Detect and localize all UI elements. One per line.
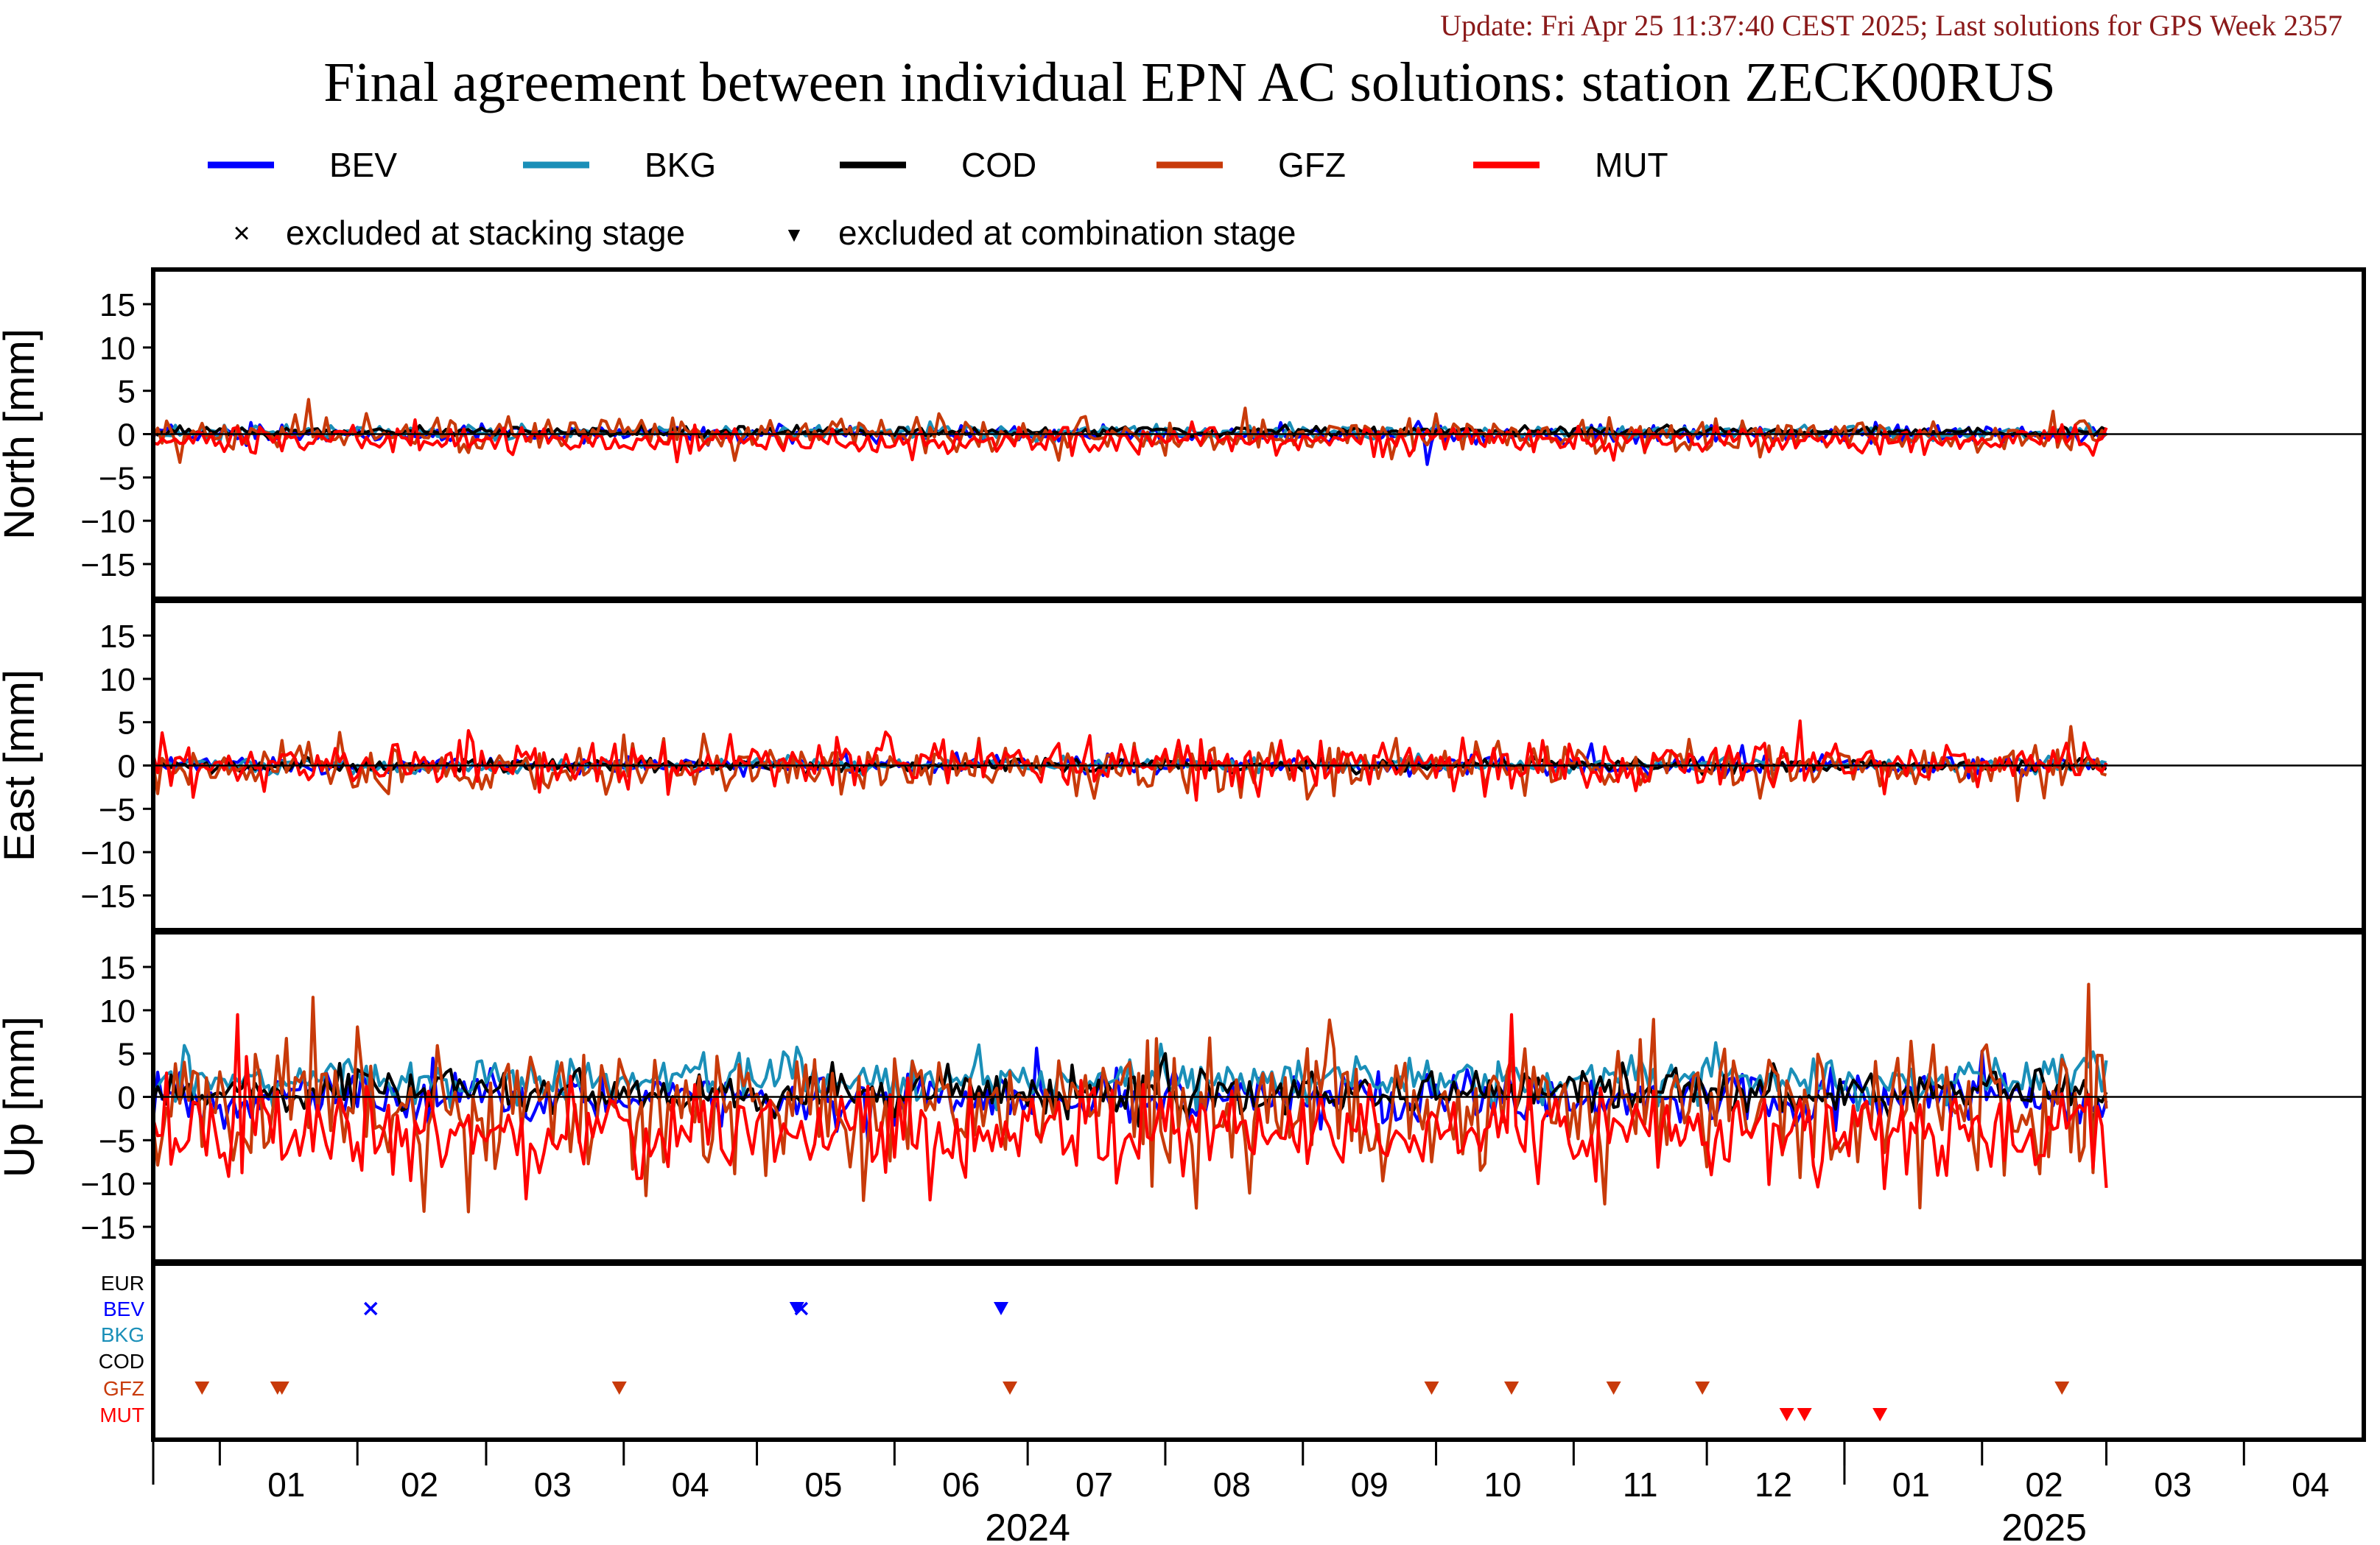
series-group [153, 982, 2108, 1214]
combination-exclusion-marker [611, 1382, 627, 1395]
series-group [153, 398, 2108, 466]
x-month-label: 02 [401, 1465, 438, 1504]
combination-exclusion-marker [993, 1302, 1008, 1315]
combination-exclusion-marker [1779, 1408, 1794, 1421]
chart-title: Final agreement between individual EPN A… [323, 52, 2056, 113]
legend-item-mut: MUT [1473, 146, 1668, 184]
legend: BEV BKG COD GFZ MUT × excluded at stacking sta… [208, 146, 1668, 252]
y-tick-label: −10 [80, 835, 136, 871]
y-tick-label: −15 [80, 879, 136, 915]
x-axis: 01 02 03 04 05 06 07 08 09 10 11 12 01 02 03 04 2024 2025 [152, 1442, 2329, 1545]
y-tick-label: 15 [99, 287, 136, 323]
y-tick-label: −5 [99, 1123, 136, 1159]
exclusion-row-label: COD [99, 1350, 144, 1373]
chart-panels: −15 −10 −5 0 5 10 15 North [mm] −15 −10 −5 0 5 10 15 Ea… [0, 267, 2366, 1442]
x-month-label: 09 [1351, 1465, 1389, 1504]
y-tick-label: 5 [118, 374, 136, 410]
panel-east: −15 −10 −5 0 5 10 15 East [mm] [0, 599, 2366, 932]
combination-marker-icon: ▼ [784, 223, 804, 246]
series-line-bkg [153, 1041, 2108, 1116]
panel-north: −15 −10 −5 0 5 10 15 North [mm] [0, 267, 2366, 601]
exclusion-row-label: GFZ [103, 1377, 144, 1400]
combination-exclusion-marker [2054, 1382, 2070, 1395]
stacking-exclusion-marker [794, 1301, 809, 1316]
legend-label: BEV [329, 146, 397, 184]
y-tick-label: 10 [99, 662, 136, 698]
legend-label: MUT [1595, 146, 1668, 184]
panel-exclusions: EUR BEV BKG COD GFZ MUT [99, 1261, 2366, 1442]
legend-combination-label: excluded at combination stage [838, 214, 1296, 252]
exclusion-row-label: EUR [101, 1272, 144, 1295]
legend-label: BKG [645, 146, 716, 184]
y-tick-label: −10 [80, 1166, 136, 1203]
exclusion-row-label: MUT [99, 1404, 144, 1426]
legend-item-bev: BEV [208, 146, 397, 184]
combination-exclusion-marker [1797, 1408, 1812, 1421]
combination-exclusion-marker [194, 1382, 210, 1395]
legend-item-bkg: BKG [523, 146, 716, 184]
legend-stacking-label: excluded at stacking stage [286, 214, 685, 252]
combination-exclusion-marker [1503, 1382, 1519, 1395]
y-tick-label: 0 [118, 749, 136, 785]
x-month-label: 11 [1623, 1465, 1658, 1504]
x-month-label: 10 [1484, 1465, 1521, 1504]
y-tick-label: 15 [99, 619, 136, 655]
x-month-label: 12 [1755, 1465, 1792, 1504]
stacking-exclusion-marker [364, 1301, 378, 1316]
x-year-label: 2024 [985, 1507, 1070, 1545]
y-tick-label: 0 [118, 1080, 136, 1116]
y-tick-label: −15 [80, 1210, 136, 1246]
y-tick-label: −5 [99, 460, 136, 496]
x-month-label: 08 [1213, 1465, 1251, 1504]
legend-label: GFZ [1278, 146, 1346, 184]
panel-frame [151, 1261, 2366, 1442]
y-tick-label: 5 [118, 1037, 136, 1073]
combination-exclusion-marker [1606, 1382, 1621, 1395]
series-line-gfz [153, 398, 2108, 464]
x-month-label: 05 [804, 1465, 842, 1504]
series-group [153, 719, 2108, 803]
series-line-mut [153, 719, 2108, 802]
x-month-label: 01 [1892, 1465, 1930, 1504]
y-tick-label: 15 [99, 950, 136, 986]
series-line-mut [153, 1013, 2108, 1202]
y-axis-label: East [mm] [0, 669, 43, 862]
x-year-label: 2025 [2001, 1507, 2087, 1545]
combination-exclusion-marker [1872, 1408, 1888, 1421]
y-tick-label: 10 [99, 331, 136, 367]
x-month-label: 02 [2026, 1465, 2063, 1504]
series-line-mut [153, 418, 2108, 464]
x-month-label: 06 [942, 1465, 980, 1504]
panel-up: −15 −10 −5 0 5 10 15 Up [mm] [0, 930, 2366, 1264]
x-month-label: 03 [534, 1465, 572, 1504]
y-tick-label: 5 [118, 705, 136, 742]
combination-exclusion-marker [1695, 1382, 1710, 1395]
legend-item-gfz: GFZ [1156, 146, 1346, 184]
y-axis-label: North [mm] [0, 328, 43, 540]
exclusion-row-label: BEV [103, 1298, 144, 1320]
exclusion-row-label: BKG [101, 1323, 144, 1346]
combination-exclusion-marker [274, 1382, 289, 1395]
y-tick-label: −5 [99, 792, 136, 828]
legend-label: COD [961, 146, 1036, 184]
x-month-label: 07 [1075, 1465, 1113, 1504]
series-line-gfz [153, 982, 2108, 1214]
update-timestamp: Update: Fri Apr 25 11:37:40 CEST 2025; L… [1440, 9, 2342, 42]
x-month-label: 03 [2154, 1465, 2191, 1504]
x-month-label: 04 [672, 1465, 709, 1504]
y-tick-label: 0 [118, 418, 136, 454]
y-tick-label: −10 [80, 504, 136, 540]
stacking-marker-icon: × [233, 217, 250, 250]
combination-exclusion-marker [1424, 1382, 1439, 1395]
combination-exclusion-marker [1003, 1382, 1018, 1395]
x-month-label: 01 [267, 1465, 305, 1504]
y-tick-label: 10 [99, 993, 136, 1030]
y-tick-label: −15 [80, 547, 136, 583]
legend-item-cod: COD [840, 146, 1036, 184]
y-axis-label: Up [mm] [0, 1016, 43, 1178]
combination-exclusion-marker [789, 1302, 804, 1315]
x-month-label: 04 [2292, 1465, 2329, 1504]
